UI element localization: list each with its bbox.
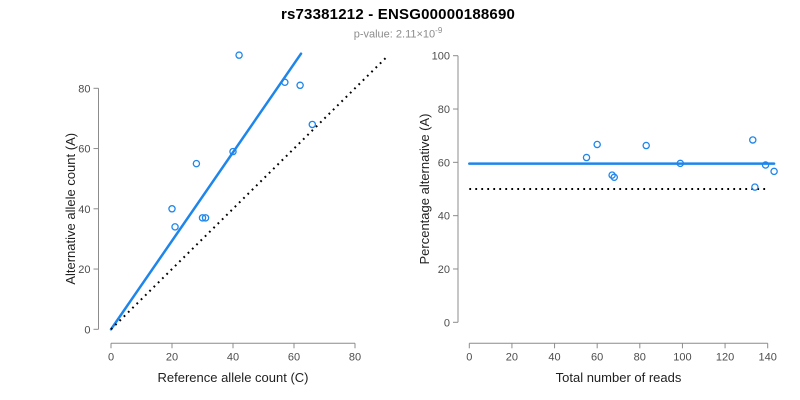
data-point bbox=[171, 223, 179, 231]
x-tick-label: 60 bbox=[288, 351, 300, 363]
x-tick-label: 140 bbox=[759, 351, 777, 363]
y-tick-label: 40 bbox=[78, 204, 90, 216]
plot-title: rs73381212 - ENSG00000188690 bbox=[280, 6, 516, 23]
x-tick-label: 40 bbox=[548, 351, 560, 363]
x-axis-title: Total number of reads bbox=[556, 370, 682, 385]
x-tick-label: 20 bbox=[506, 351, 518, 363]
data-point bbox=[281, 78, 289, 87]
data-point bbox=[642, 141, 650, 150]
data-point bbox=[201, 214, 210, 222]
pvalue-exponent: -9 bbox=[435, 26, 443, 35]
data-point bbox=[751, 183, 759, 191]
x-tick-label: 0 bbox=[108, 351, 114, 363]
y-tick-label: 60 bbox=[78, 144, 90, 156]
x-tick-label: 120 bbox=[716, 351, 734, 363]
data-point bbox=[168, 205, 176, 213]
y-tick-label: 80 bbox=[438, 104, 450, 116]
data-point bbox=[608, 171, 616, 179]
data-point bbox=[582, 153, 591, 162]
y-tick-label: 80 bbox=[78, 83, 90, 95]
y-tick-label: 20 bbox=[438, 264, 450, 276]
data-point bbox=[610, 173, 618, 182]
data-point bbox=[593, 140, 601, 149]
pvalue-text: p-value: 2.11×10 bbox=[353, 28, 436, 41]
data-point bbox=[296, 81, 304, 90]
data-point bbox=[770, 167, 778, 176]
data-point bbox=[761, 161, 770, 169]
y-axis-title: Alternative allele count (A) bbox=[63, 133, 78, 285]
x-tick-label: 100 bbox=[673, 351, 691, 363]
data-point bbox=[676, 159, 685, 168]
y-tick-label: 100 bbox=[432, 51, 450, 63]
x-tick-label: 20 bbox=[166, 351, 178, 363]
y-tick-label: 0 bbox=[84, 324, 90, 336]
x-tick-label: 0 bbox=[466, 351, 472, 363]
y-tick-label: 0 bbox=[444, 317, 450, 329]
data-point bbox=[235, 51, 243, 59]
x-axis-title: Reference allele count (C) bbox=[157, 370, 308, 385]
data-point bbox=[192, 159, 201, 168]
x-tick-label: 60 bbox=[591, 351, 603, 363]
y-tick-label: 60 bbox=[438, 157, 450, 169]
identity-line bbox=[110, 55, 388, 331]
y-tick-label: 40 bbox=[438, 211, 450, 223]
x-tick-label: 40 bbox=[227, 351, 239, 363]
data-point bbox=[198, 214, 207, 222]
y-axis-title: Percentage alternative (A) bbox=[417, 113, 432, 264]
data-point bbox=[749, 136, 757, 144]
regression-line bbox=[109, 52, 303, 331]
data-point bbox=[229, 147, 237, 156]
x-tick-label: 80 bbox=[634, 351, 646, 363]
x-tick-label: 80 bbox=[349, 351, 361, 363]
plot-subtitle: p-value: 2.11×10-9 bbox=[0, 26, 796, 41]
y-tick-label: 20 bbox=[78, 264, 90, 276]
data-point bbox=[308, 120, 317, 129]
